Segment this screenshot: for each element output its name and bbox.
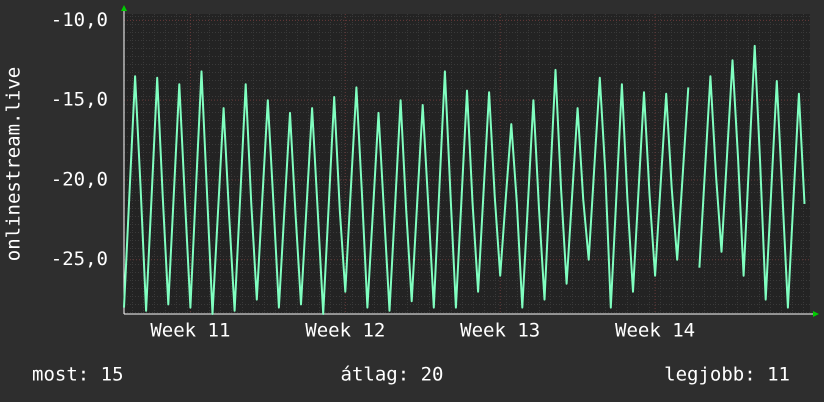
x-axis-arrow <box>813 311 819 317</box>
footer-best: legjobb: 11 <box>664 364 790 386</box>
footer-current: most: 15 <box>32 364 124 386</box>
y-tick-label: -10,0 <box>51 9 108 31</box>
y-axis-arrow <box>121 5 127 11</box>
data-line <box>123 44 806 315</box>
y-tick-label: -15,0 <box>51 89 108 111</box>
x-tick-label: Week 14 <box>615 320 695 342</box>
x-tick-label: Week 13 <box>460 320 540 342</box>
x-tick-label: Week 11 <box>150 320 230 342</box>
y-tick-label: -20,0 <box>51 168 108 190</box>
y-tick-label: -25,0 <box>51 248 108 270</box>
footer-average: átlag: 20 <box>341 364 444 386</box>
plot-area <box>124 14 810 314</box>
x-tick-label: Week 12 <box>305 320 385 342</box>
y-axis-label: onlinestream.live <box>3 67 25 261</box>
